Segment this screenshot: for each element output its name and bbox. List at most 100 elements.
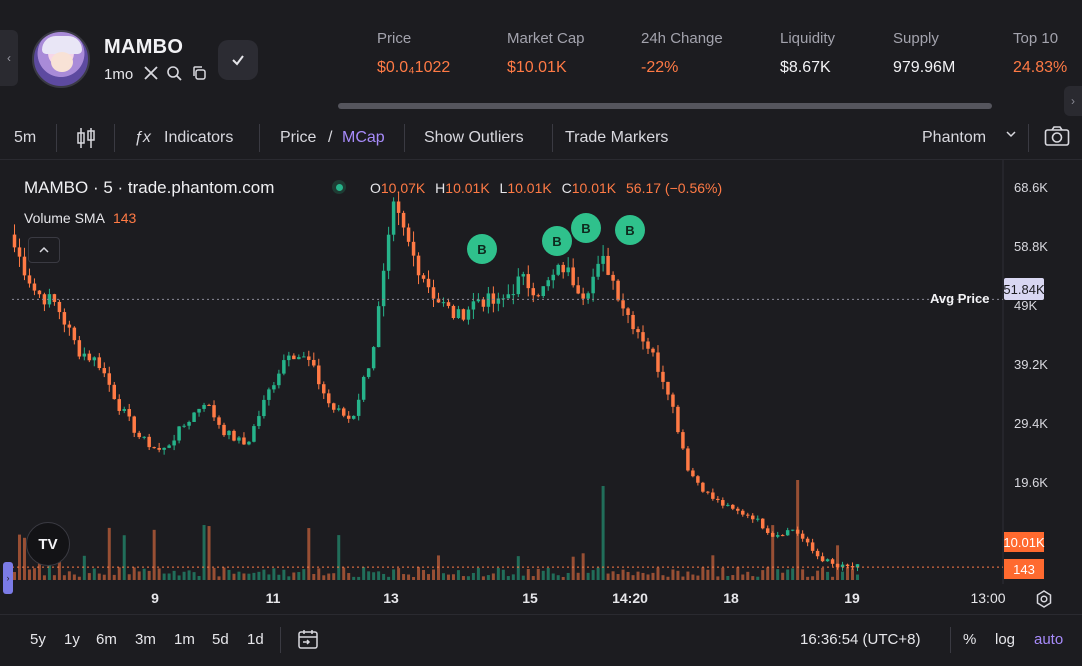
volume-bar	[392, 569, 396, 580]
search-icon[interactable]	[165, 64, 183, 82]
candle	[331, 403, 336, 410]
chart-title: MAMBO · 5 · trade.phantom.com	[24, 178, 275, 197]
stats-scrollbar[interactable]	[338, 103, 992, 109]
left-panel-toggle[interactable]: ‹	[0, 30, 18, 86]
indicators-button[interactable]: Indicators	[164, 129, 234, 146]
trade-markers-button[interactable]: Trade Markers	[565, 129, 669, 146]
time-axis[interactable]: 9 11 13 15 14:20 18 19 13:00	[0, 584, 1082, 614]
candle	[810, 542, 815, 551]
ohlc-close-key: C	[561, 180, 572, 196]
candle	[661, 371, 665, 382]
volume-bar	[207, 526, 211, 580]
price-toggle[interactable]: Price	[280, 129, 317, 146]
collapse-legend-button[interactable]	[28, 237, 60, 263]
candle	[237, 437, 241, 441]
volume-bar	[137, 571, 141, 580]
volume-bar	[651, 572, 655, 580]
range-5y[interactable]: 5y	[30, 631, 46, 648]
timezone-clock[interactable]: 16:36:54 (UTC+8)	[800, 631, 921, 648]
range-1m[interactable]: 1m	[174, 631, 195, 648]
volume-bar	[357, 576, 361, 580]
volume-bar	[606, 573, 610, 580]
auto-toggle[interactable]: auto	[1034, 631, 1064, 648]
ohlc-open: 10.07K	[380, 180, 426, 196]
candle	[790, 529, 795, 531]
candle	[616, 280, 620, 301]
volume-bar	[646, 574, 650, 580]
wallet-selector[interactable]: Phantom	[922, 129, 987, 146]
candlestick-plot[interactable]: B B B B	[0, 160, 1082, 584]
range-6m[interactable]: 6m	[96, 631, 117, 648]
candle	[641, 332, 645, 342]
candle	[307, 356, 311, 360]
volume-bar	[127, 574, 131, 580]
volume-bar	[736, 567, 740, 580]
mcap-toggle[interactable]: MCap	[342, 129, 385, 146]
camera-icon[interactable]	[1044, 125, 1070, 152]
volume-bar	[511, 574, 515, 580]
ohlc-change: 56.17 (−0.56%)	[626, 180, 723, 196]
chevron-down-icon[interactable]	[1005, 127, 1017, 145]
volume-bar	[192, 572, 196, 580]
copy-icon[interactable]	[190, 64, 208, 82]
candle	[356, 399, 361, 416]
candle	[471, 301, 476, 310]
volume-bar	[506, 576, 510, 580]
show-outliers-button[interactable]: Show Outliers	[424, 129, 524, 146]
volume-bar	[561, 576, 565, 580]
x-icon[interactable]	[142, 64, 160, 82]
volume-bar	[322, 575, 326, 580]
drawing-tools-toggle[interactable]: ›	[3, 562, 13, 594]
candle	[132, 416, 136, 433]
buy-marker-label: B	[625, 223, 634, 238]
calendar-icon[interactable]	[296, 627, 320, 655]
candle	[341, 408, 346, 416]
verify-button[interactable]	[218, 40, 258, 80]
gear-icon[interactable]	[1034, 589, 1054, 609]
range-1d[interactable]: 1d	[247, 631, 264, 648]
candle	[491, 293, 496, 304]
token-header: ‹ MAMBO 1mo Price $0.0₄1022 Market Cap $…	[0, 0, 1082, 116]
candles-icon[interactable]	[76, 127, 96, 154]
range-3m[interactable]: 3m	[135, 631, 156, 648]
log-toggle[interactable]: log	[995, 631, 1016, 648]
buy-marker	[615, 215, 645, 245]
stat-24h-change: 24h Change -22%	[641, 30, 723, 77]
buy-marker	[542, 226, 572, 256]
buy-marker-label: B	[477, 242, 486, 257]
chart-toolbar: 5m ƒx Indicators Price / MCap Show Outli…	[0, 116, 1082, 160]
candle	[282, 360, 286, 374]
candle	[386, 234, 391, 271]
volume-bar	[486, 575, 490, 580]
fx-icon[interactable]: ƒx	[134, 129, 151, 146]
candle	[671, 394, 675, 407]
avg-price-tag: 51.84K	[1003, 278, 1045, 300]
candle	[152, 447, 156, 449]
range-5d[interactable]: 5d	[212, 631, 229, 648]
candle	[736, 508, 740, 511]
volume-bar	[441, 573, 445, 580]
right-panel-toggle[interactable]: ›	[1064, 86, 1082, 116]
candle	[731, 504, 735, 509]
candle	[596, 263, 600, 277]
range-1y[interactable]: 1y	[64, 631, 80, 648]
volume-bar	[157, 568, 161, 580]
percent-toggle[interactable]: %	[963, 631, 977, 648]
stat-value: 979.96M	[893, 59, 956, 76]
candle	[287, 355, 291, 361]
volume-bar	[781, 572, 785, 580]
volume-bar	[806, 576, 810, 580]
candle	[451, 305, 456, 319]
live-status-icon	[332, 180, 346, 194]
volume-bar	[422, 569, 426, 580]
interval-selector[interactable]: 5m	[14, 129, 37, 146]
candle	[127, 409, 131, 417]
volume-bar	[791, 568, 795, 580]
volume-bar	[746, 571, 750, 580]
tradingview-logo[interactable]: TV	[26, 522, 70, 566]
candle	[227, 430, 231, 436]
volume-bar	[307, 528, 311, 580]
volume-bar	[202, 525, 206, 580]
candle	[197, 408, 201, 413]
